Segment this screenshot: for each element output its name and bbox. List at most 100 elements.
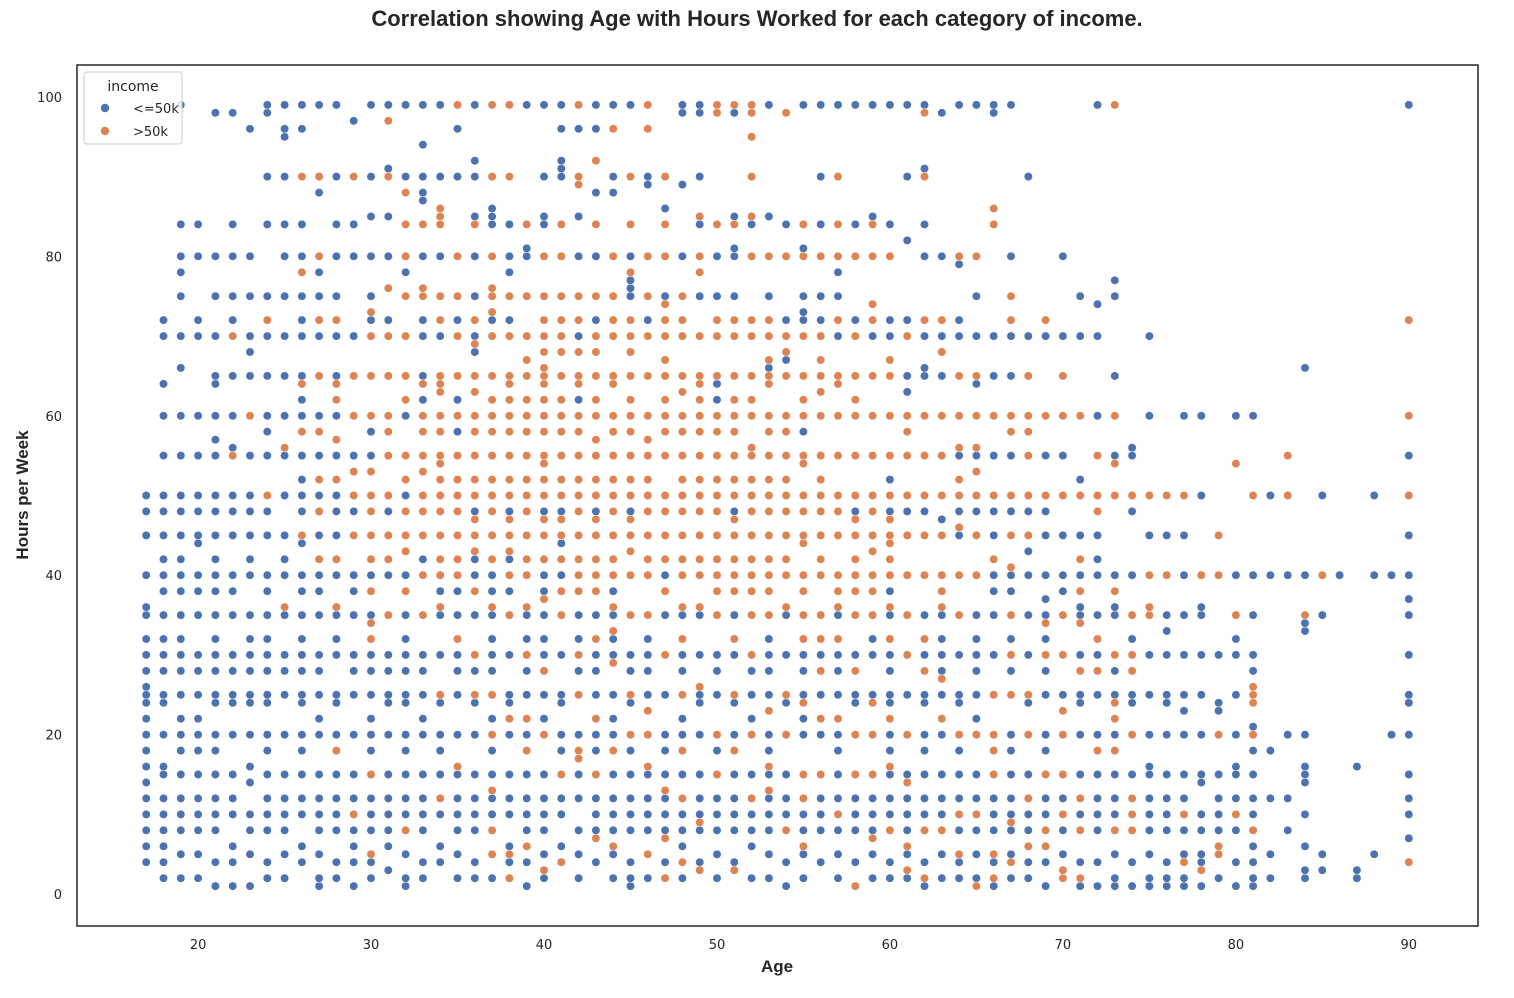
data-point xyxy=(332,770,340,778)
data-point xyxy=(644,762,652,770)
data-point xyxy=(713,380,721,388)
data-point xyxy=(211,109,219,117)
data-point xyxy=(1232,882,1240,890)
data-point xyxy=(1076,810,1084,818)
data-point xyxy=(523,571,531,579)
data-point xyxy=(592,858,600,866)
data-point xyxy=(211,252,219,260)
data-point xyxy=(488,220,496,228)
data-point xyxy=(1111,699,1119,707)
data-point xyxy=(1249,874,1257,882)
data-point xyxy=(332,507,340,515)
data-point xyxy=(972,611,980,619)
data-point xyxy=(678,651,686,659)
data-point xyxy=(1197,731,1205,739)
data-point xyxy=(678,475,686,483)
data-point xyxy=(263,651,271,659)
data-point xyxy=(505,531,513,539)
data-point xyxy=(419,172,427,180)
data-point xyxy=(1076,555,1084,563)
data-point xyxy=(817,220,825,228)
data-point xyxy=(834,332,842,340)
y-axis-ticks: 020406080100 xyxy=(37,91,62,903)
data-point xyxy=(1405,834,1413,842)
data-point xyxy=(177,691,185,699)
data-point xyxy=(1007,874,1015,882)
data-point xyxy=(246,667,254,675)
data-point xyxy=(903,491,911,499)
data-point xyxy=(436,412,444,420)
data-point xyxy=(384,794,392,802)
data-point xyxy=(263,635,271,643)
data-point xyxy=(834,571,842,579)
data-point xyxy=(799,451,807,459)
data-point xyxy=(540,101,548,109)
data-point xyxy=(938,667,946,675)
data-point xyxy=(471,667,479,675)
data-point xyxy=(159,826,167,834)
data-point xyxy=(1180,691,1188,699)
x-tick-label: 70 xyxy=(1055,938,1072,953)
data-point xyxy=(678,731,686,739)
data-point xyxy=(523,810,531,818)
data-point xyxy=(298,531,306,539)
data-point xyxy=(799,874,807,882)
data-point xyxy=(765,762,773,770)
data-point xyxy=(1093,571,1101,579)
data-point xyxy=(177,850,185,858)
data-point xyxy=(765,316,773,324)
data-point xyxy=(557,125,565,133)
data-point xyxy=(1197,810,1205,818)
data-point xyxy=(626,428,634,436)
data-point xyxy=(730,292,738,300)
data-point xyxy=(972,412,980,420)
data-point xyxy=(747,874,755,882)
data-point xyxy=(834,715,842,723)
data-point xyxy=(436,531,444,539)
data-point xyxy=(1076,603,1084,611)
data-point xyxy=(990,810,998,818)
data-point xyxy=(453,372,461,380)
data-point xyxy=(263,587,271,595)
data-point xyxy=(747,220,755,228)
data-point xyxy=(868,491,876,499)
data-point xyxy=(419,531,427,539)
data-point xyxy=(1232,459,1240,467)
data-point xyxy=(1180,611,1188,619)
data-point xyxy=(263,491,271,499)
data-point xyxy=(713,810,721,818)
data-point xyxy=(626,874,634,882)
data-point xyxy=(540,316,548,324)
data-point xyxy=(626,515,634,523)
data-point xyxy=(1041,635,1049,643)
data-point xyxy=(523,731,531,739)
data-point xyxy=(194,850,202,858)
data-point xyxy=(903,571,911,579)
data-point xyxy=(990,372,998,380)
data-point xyxy=(592,810,600,818)
data-point xyxy=(523,451,531,459)
data-point xyxy=(246,125,254,133)
data-point xyxy=(678,746,686,754)
data-point xyxy=(384,507,392,515)
data-point xyxy=(713,691,721,699)
data-point xyxy=(1093,491,1101,499)
data-point xyxy=(350,770,358,778)
data-point xyxy=(782,731,790,739)
data-point xyxy=(350,332,358,340)
data-point xyxy=(868,810,876,818)
x-tick-label: 50 xyxy=(709,938,726,953)
data-point xyxy=(505,611,513,619)
data-point xyxy=(626,882,634,890)
data-point xyxy=(799,531,807,539)
data-point xyxy=(246,451,254,459)
data-point xyxy=(1076,491,1084,499)
data-point xyxy=(661,356,669,364)
data-point xyxy=(367,874,375,882)
data-point xyxy=(886,715,894,723)
data-point xyxy=(401,475,409,483)
data-point xyxy=(834,603,842,611)
data-point xyxy=(1232,810,1240,818)
data-point xyxy=(644,635,652,643)
data-point xyxy=(315,451,323,459)
